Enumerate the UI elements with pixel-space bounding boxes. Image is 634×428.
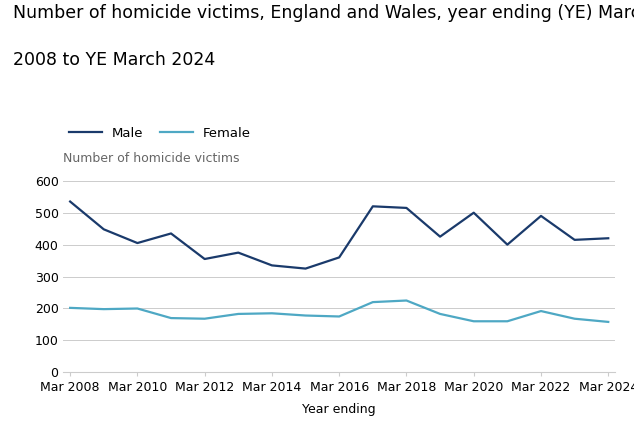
Text: 2008 to YE March 2024: 2008 to YE March 2024 xyxy=(13,51,215,69)
Female xyxy=(235,311,242,316)
Text: Number of homicide victims: Number of homicide victims xyxy=(63,152,240,165)
Male xyxy=(571,237,578,242)
Female xyxy=(100,306,108,312)
Male xyxy=(503,242,511,247)
Female xyxy=(369,300,377,305)
Male xyxy=(67,199,74,204)
Female xyxy=(470,319,477,324)
Female xyxy=(167,315,175,321)
Line: Female: Female xyxy=(70,300,608,322)
Male xyxy=(268,263,276,268)
Female xyxy=(302,313,309,318)
Male xyxy=(604,236,612,241)
Text: Number of homicide victims, England and Wales, year ending (YE) March: Number of homicide victims, England and … xyxy=(13,4,634,22)
Male xyxy=(436,234,444,239)
Male xyxy=(470,210,477,215)
Female xyxy=(201,316,209,321)
Female xyxy=(134,306,141,311)
Male xyxy=(302,266,309,271)
X-axis label: Year ending: Year ending xyxy=(302,403,376,416)
Male xyxy=(537,213,545,218)
Male xyxy=(403,205,410,211)
Male xyxy=(235,250,242,255)
Male xyxy=(100,227,108,232)
Female xyxy=(403,298,410,303)
Female xyxy=(503,319,511,324)
Female xyxy=(436,311,444,316)
Legend: Male, Female: Male, Female xyxy=(63,122,256,145)
Female xyxy=(571,316,578,321)
Male xyxy=(335,255,343,260)
Female xyxy=(67,305,74,310)
Female xyxy=(335,314,343,319)
Male xyxy=(369,204,377,209)
Female xyxy=(537,309,545,314)
Female xyxy=(604,319,612,324)
Line: Male: Male xyxy=(70,202,608,269)
Male xyxy=(167,231,175,236)
Male xyxy=(134,241,141,246)
Male xyxy=(201,256,209,262)
Female xyxy=(268,311,276,316)
